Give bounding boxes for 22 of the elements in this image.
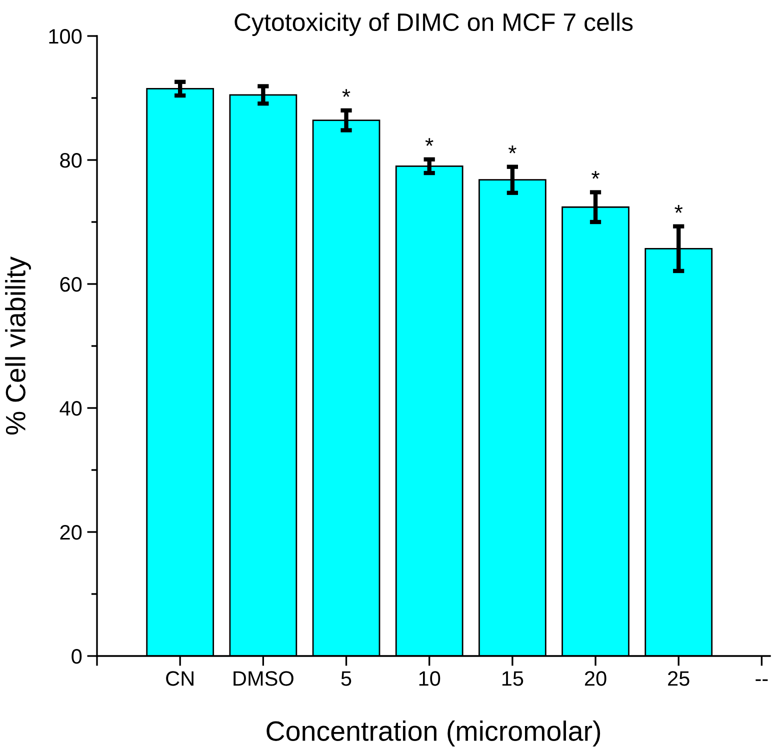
x-tick-label: 15 [502, 671, 524, 686]
y-tick-label: 40 [60, 401, 82, 416]
x-tick-label: DMSO [234, 671, 294, 686]
x-tick-label: CN [166, 671, 194, 686]
annotation: * [592, 170, 600, 179]
x-tick-label: 5 [341, 671, 352, 686]
y-tick-label: 0 [72, 649, 82, 664]
x-tick-label: 20 [584, 671, 606, 686]
x-tick-label: 25 [668, 671, 690, 686]
chart-title: Cytotoxicity of DIMC on MCF 7 cells [234, 12, 633, 36]
x-axis-title: Concentration (micromolar) [266, 720, 600, 746]
y-tick-label: 100 [49, 29, 82, 44]
x-tick-label: -- [756, 679, 768, 681]
y-axis-title: % Cell viability [5, 256, 31, 435]
annotation: * [342, 89, 350, 97]
annotation: * [508, 146, 516, 154]
y-tick-label: 20 [60, 525, 82, 540]
y-tick-label: 60 [60, 277, 82, 292]
x-tick-label: 10 [419, 671, 440, 686]
annotation: * [674, 205, 683, 213]
y-tick-label: 80 [60, 153, 82, 168]
annotation: * [425, 138, 434, 146]
